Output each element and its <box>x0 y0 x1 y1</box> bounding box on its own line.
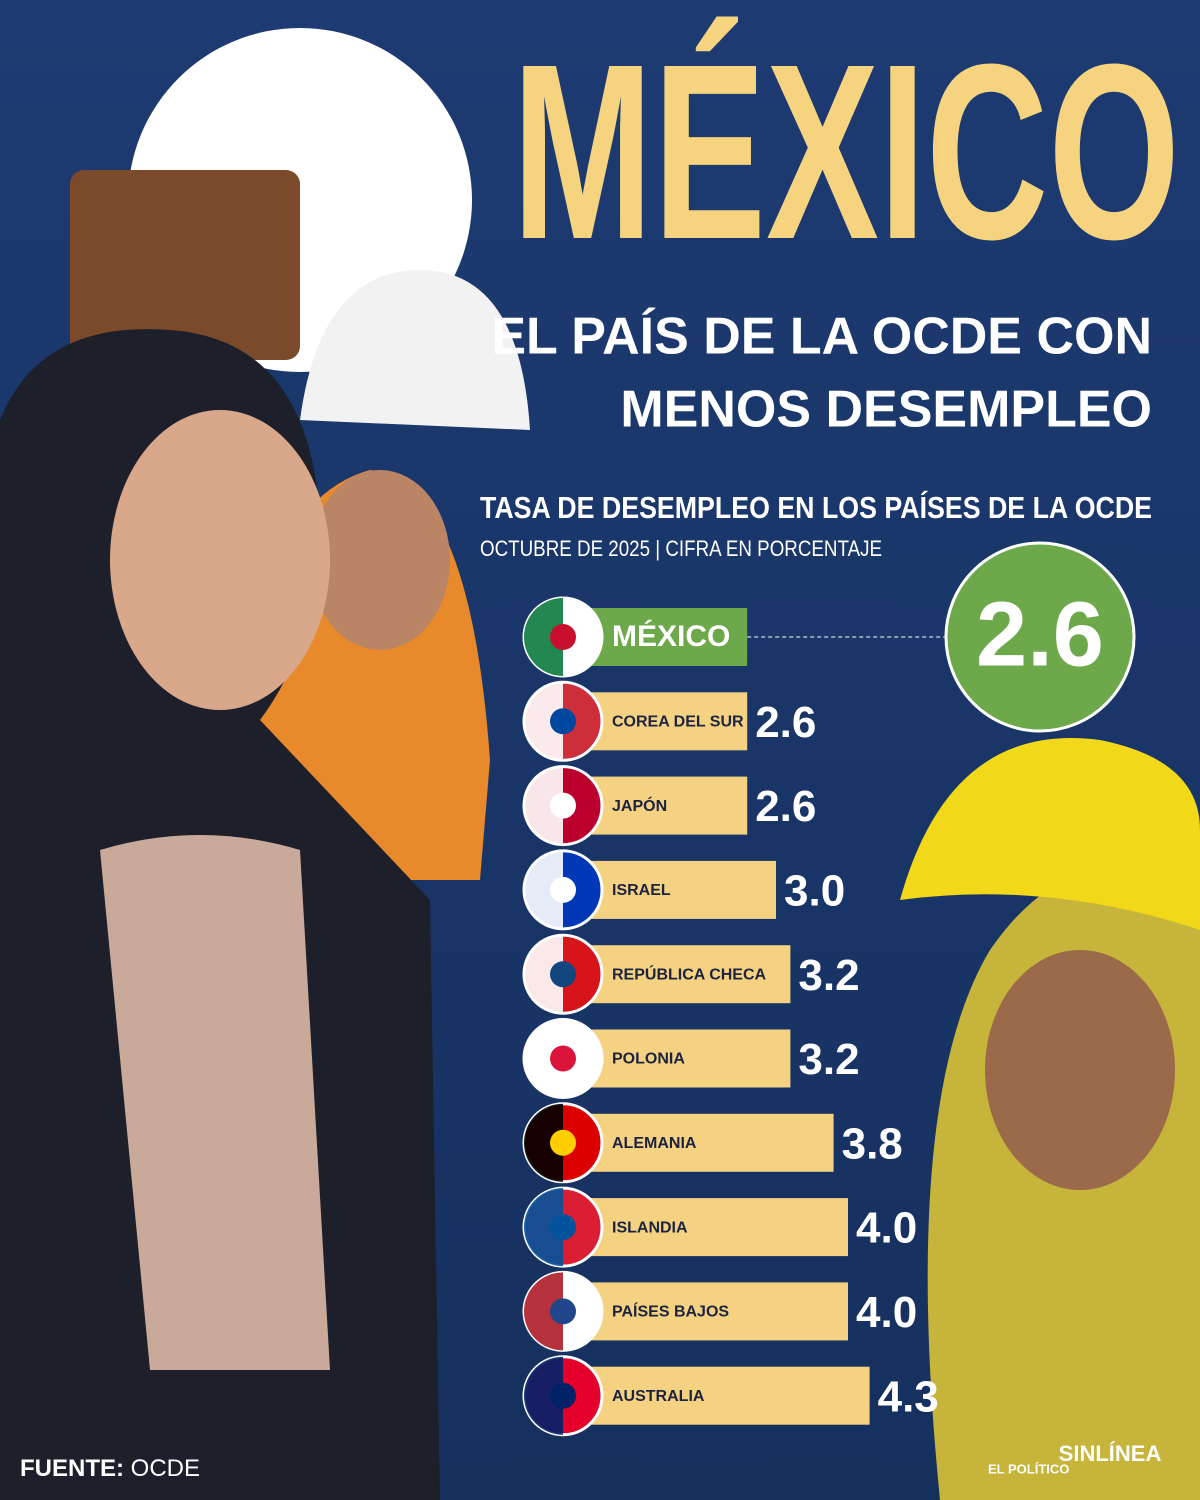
category-label: PAÍSES BAJOS <box>612 1302 729 1321</box>
logo: SINLÍNEA <box>1059 1441 1162 1466</box>
value-label: 4.0 <box>856 1288 917 1337</box>
flag-emblem <box>550 1214 576 1241</box>
value-label: 2.6 <box>976 583 1104 685</box>
bar <box>560 1198 848 1257</box>
value-label: 3.2 <box>798 1035 859 1084</box>
subtitle-line: MENOS DESEMPLEO <box>620 381 1152 439</box>
category-label: COREA DEL SUR <box>612 714 744 731</box>
flag-part <box>524 598 563 676</box>
value-label: 3.2 <box>798 951 859 1000</box>
flag-emblem <box>550 1129 576 1156</box>
bar <box>560 1366 870 1425</box>
subtitle-line: EL PAÍS DE LA OCDE CON <box>491 308 1152 366</box>
woman-face <box>110 410 330 710</box>
value-label: 4.0 <box>856 1204 917 1253</box>
flag-emblem <box>550 1045 576 1072</box>
flag-emblem <box>550 1298 576 1325</box>
category-label: POLONIA <box>612 1051 685 1068</box>
highlight-circle <box>944 541 1136 733</box>
logo: EL POLÍTICO <box>988 1461 1069 1476</box>
yellow-hat <box>900 738 1200 930</box>
flag-part <box>524 850 563 929</box>
value-label: 2.6 <box>755 782 816 831</box>
source-value: OCDE <box>131 1455 200 1482</box>
flag-part <box>524 1272 563 1351</box>
flag-part <box>524 682 563 761</box>
category-label: ALEMANIA <box>612 1135 697 1152</box>
category-label: ISLANDIA <box>612 1219 688 1236</box>
hard-hat <box>300 270 530 430</box>
worker-face <box>310 470 450 650</box>
category-label: ISRAEL <box>612 882 671 899</box>
flag-part <box>524 1356 563 1435</box>
flag-emblem <box>550 961 576 988</box>
worker-woman-face <box>985 950 1175 1190</box>
flag-emblem <box>550 876 576 903</box>
category-label: MÉXICO <box>612 619 730 653</box>
flag-emblem <box>550 708 576 735</box>
category-label: AUSTRALIA <box>612 1388 705 1405</box>
category-label: REPÚBLICA CHECA <box>612 964 767 983</box>
chart-subtitle: OCTUBRE DE 2025 | CIFRA EN PORCENTAJE <box>480 536 882 561</box>
flag-part <box>524 935 563 1014</box>
value-label: 2.6 <box>755 698 816 747</box>
value-label: 4.3 <box>878 1372 939 1421</box>
flag-emblem <box>550 624 576 650</box>
flag-emblem <box>550 792 576 819</box>
main-title: MÉXICO <box>512 12 1180 291</box>
chart-title: TASA DE DESEMPLEO EN LOS PAÍSES DE LA OC… <box>480 490 1152 525</box>
flag-part <box>524 1188 563 1267</box>
source: FUENTE: OCDE <box>20 1455 200 1482</box>
blouse <box>100 835 330 1370</box>
bar <box>560 1282 848 1341</box>
bar <box>560 1113 834 1172</box>
flag-part <box>524 766 563 845</box>
source-label: FUENTE: <box>20 1455 124 1482</box>
flag-emblem <box>550 1382 576 1409</box>
briefcase <box>70 170 300 360</box>
value-label: 3.0 <box>784 867 845 916</box>
flag-part <box>524 1019 563 1098</box>
category-label: JAPÓN <box>612 796 667 815</box>
value-label: 3.8 <box>842 1119 903 1168</box>
flag-part <box>524 1103 563 1182</box>
